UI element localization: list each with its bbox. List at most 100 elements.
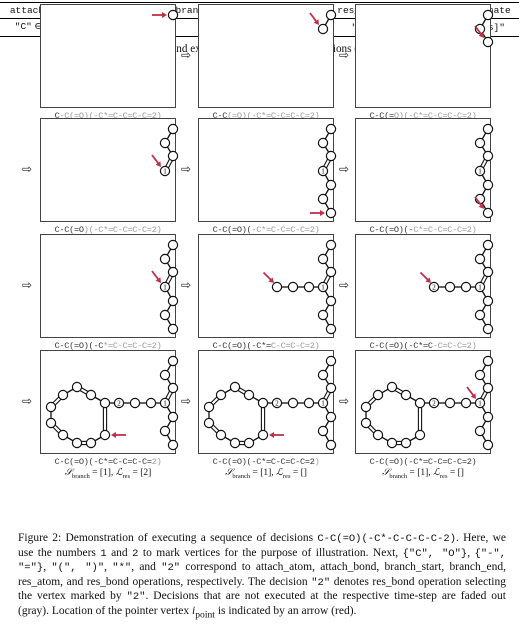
double-bond-line [478, 386, 488, 403]
atom-node [325, 295, 337, 307]
panel-caption: C-C(=O)(-C*=C-C=C-C=2) 𝒮branch = [1], ℒre… [191, 457, 341, 482]
bond-line [62, 386, 78, 396]
op-example: ")" [254, 18, 330, 37]
decision-string: C-C(=O)(-C*=C-C=C-C=2) [212, 225, 320, 235]
bond-line [322, 430, 332, 446]
double-bond-line [364, 423, 378, 437]
atom-node [167, 150, 179, 162]
atom-node [386, 437, 398, 449]
atom-marker-label: 1 [478, 400, 482, 408]
atom-node [474, 193, 486, 205]
pointer-arrow [262, 271, 274, 283]
bond-line [164, 300, 174, 316]
bond-line [479, 198, 489, 214]
bond-line [164, 374, 174, 389]
bond-line [164, 402, 174, 418]
atom-node [215, 429, 227, 441]
pointer-arrow [310, 210, 325, 216]
atom-node [400, 389, 412, 401]
double-bond-line [165, 156, 175, 173]
atom-marker-label: 1 [163, 284, 167, 292]
atom-node [85, 437, 97, 449]
atom-marker-label: 2 [275, 400, 279, 408]
bond-line [479, 374, 489, 389]
graph-panel: 1 [40, 118, 179, 222]
bond-line [322, 170, 332, 186]
bond-line [164, 244, 174, 260]
atom-node [325, 355, 337, 367]
atom-node [287, 397, 299, 409]
panel-caption: C-C(=O)(-C*=C-C=C-C=2) 𝒮branch = [1], ℒre… [33, 341, 183, 366]
double-bond-line [480, 156, 490, 173]
bond-line [322, 374, 332, 389]
atom-node [257, 429, 269, 441]
atom-node [325, 382, 337, 394]
atom-node [482, 239, 494, 251]
atom-node [167, 323, 179, 335]
atom-node [71, 381, 83, 393]
op-example: "[eos]" [451, 18, 519, 37]
atom-node [317, 397, 329, 409]
op-example: "(" [164, 18, 255, 37]
bond-line [164, 286, 174, 302]
atom-node [400, 437, 412, 449]
atom-node [203, 401, 215, 413]
double-bond-line [163, 270, 173, 287]
atom-node [167, 123, 179, 135]
atom-node [428, 397, 440, 409]
stack-state: 𝒮branch = [1], ℒres = [] [382, 236, 464, 248]
decision-string: C-C(=O)(-C*=C-C=C-C=2) [54, 111, 162, 121]
op-header: attach_atom [0, 2, 83, 19]
atom-node [271, 397, 283, 409]
bond-line [164, 258, 174, 273]
operations-example-row: "C" ∈ 𝒳atom "-" ∈ 𝒳bond "(" ")" "*" d ∈ … [0, 18, 519, 37]
atom-node [317, 425, 329, 437]
atom-node [159, 253, 171, 265]
transition-arrow-icon: ⇨ [181, 278, 192, 292]
bond-line [220, 434, 236, 444]
atom-node [482, 266, 494, 278]
atom-node [45, 401, 57, 413]
panel-caption: C-C(=O)(-C*=C-C=C-C=2) 𝒮branch = [], ℒres… [348, 111, 498, 136]
pointer-arrow [419, 271, 431, 283]
double-bond-line [321, 386, 331, 403]
decision-string: C-C(=O)(-C*=C-C=C-C=2) [369, 341, 477, 351]
bond-line [377, 434, 393, 444]
stack-state: 𝒮branch = [1], ℒres = [2] [379, 352, 467, 364]
bond-line [479, 184, 489, 200]
atom-node [167, 355, 179, 367]
stack-state: 𝒮branch = [], ℒres = [] [384, 122, 462, 134]
panel-caption: C-C(=O)(-C*=C-C=C-C=2) 𝒮branch = [1], ℒre… [348, 225, 498, 250]
atom-node [45, 417, 57, 429]
bond-line [322, 184, 332, 200]
atom-node [325, 323, 337, 335]
atom-node [474, 137, 486, 149]
graph-panel: 1 [198, 118, 337, 222]
atom-node [203, 417, 215, 429]
double-bond-line [323, 388, 333, 405]
atom-node [325, 207, 337, 219]
atom-node [325, 150, 337, 162]
atom-node [474, 425, 486, 437]
atom-node [85, 389, 97, 401]
stack-state: 𝒮branch = [1], ℒres = [] [67, 236, 149, 248]
pointer-arrow [269, 432, 284, 438]
transition-arrow-icon: ⇨ [339, 394, 350, 408]
panel-caption: C-C(=O)(-C*=C-C=C-C=2) 𝒮branch = [], ℒres… [33, 111, 183, 136]
double-bond-line [165, 388, 175, 405]
bond-line [479, 314, 489, 330]
transition-arrow-icon: ⇨ [181, 394, 192, 408]
transition-arrow-icon: ⇨ [22, 162, 33, 176]
double-bond-line [49, 423, 63, 437]
double-bond-line [207, 393, 221, 407]
pointer-arrow [466, 386, 476, 399]
double-bond-line [392, 385, 408, 395]
atom-node [414, 429, 426, 441]
bond-line [62, 434, 78, 444]
stack-state: 𝒮branch = [1], ℒres = [2] [64, 468, 152, 480]
atom-marker-label: 2 [432, 284, 436, 292]
bond-line [322, 402, 332, 418]
atom-node [482, 179, 494, 191]
